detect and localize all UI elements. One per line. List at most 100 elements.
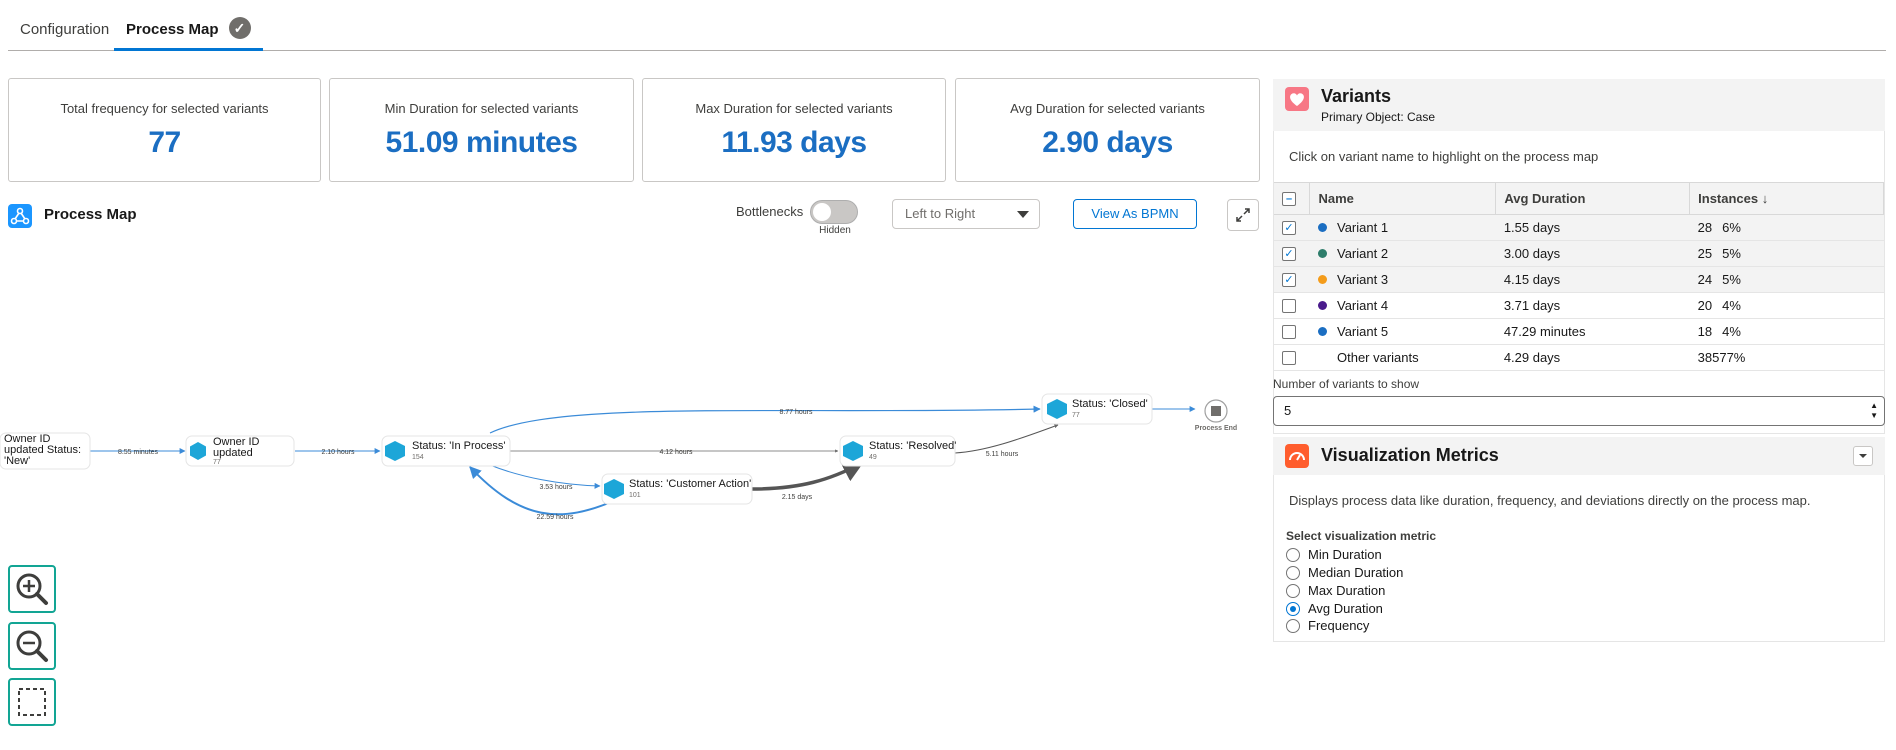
table-row[interactable]: Variant 5 47.29 minutes 18 4% xyxy=(1274,318,1884,345)
table-header-row: – Name Avg Duration Instances ↓ xyxy=(1274,182,1884,215)
radio-label: Max Duration xyxy=(1308,583,1386,598)
bottlenecks-toggle[interactable] xyxy=(810,200,858,224)
variant-name[interactable]: Variant 4 xyxy=(1336,298,1389,313)
variants-table: – Name Avg Duration Instances ↓ ✓ Varian… xyxy=(1274,182,1884,371)
edge-customer-resolved[interactable] xyxy=(751,461,864,491)
variant-name[interactable]: Variant 2 xyxy=(1336,246,1389,261)
layout-direction-select[interactable]: Left to Right xyxy=(892,199,1040,229)
num-variants-input[interactable]: 5 ▲ ▼ xyxy=(1273,396,1885,426)
variant-name[interactable]: Variant 1 xyxy=(1336,220,1389,235)
expand-button[interactable] xyxy=(1227,199,1259,231)
radio-button[interactable] xyxy=(1286,565,1300,580)
tab-configuration[interactable]: Configuration xyxy=(20,10,109,50)
node-count: 101 xyxy=(629,492,641,499)
variants-subtitle: Primary Object: Case xyxy=(1321,110,1436,124)
variant-count: 20 xyxy=(1697,298,1713,313)
radio-label: Avg Duration xyxy=(1308,601,1383,616)
fit-selection-button[interactable] xyxy=(8,678,56,726)
radio-label: Min Duration xyxy=(1308,547,1382,562)
variant-name[interactable]: Other variants xyxy=(1336,350,1419,365)
radio-min-duration[interactable]: Min Duration xyxy=(1286,546,1382,564)
heart-icon xyxy=(1285,87,1309,111)
node-label: Owner ID xyxy=(4,433,51,445)
node-label: Owner ID xyxy=(213,436,260,448)
node-start[interactable]: Owner ID updated Status: 'New' xyxy=(0,432,91,470)
column-header-name[interactable]: Name xyxy=(1309,182,1497,215)
zoom-out-button[interactable] xyxy=(8,622,56,670)
metric-label: Max Duration for selected variants xyxy=(695,101,893,116)
node-hexagon-icon xyxy=(604,479,624,499)
chevron-down-icon xyxy=(1017,211,1029,218)
row-checkbox[interactable] xyxy=(1282,351,1296,366)
row-checkbox[interactable]: ✓ xyxy=(1282,221,1296,236)
variant-count: 18 xyxy=(1697,324,1713,339)
variant-pct: 5% xyxy=(1722,272,1741,287)
table-row[interactable]: Other variants 4.29 days 38577% xyxy=(1274,344,1884,371)
node-resolved[interactable]: Status: 'Resolved' 49 xyxy=(839,435,956,467)
edge-label: 2.10 hours xyxy=(321,449,355,456)
radio-button[interactable] xyxy=(1286,601,1300,616)
node-in-process[interactable]: Status: 'In Process' 154 xyxy=(381,435,511,467)
metric-select-label: Select visualization metric xyxy=(1286,529,1437,543)
edge-inprocess-closed[interactable] xyxy=(489,405,1041,434)
check-circle-icon: ✓ xyxy=(228,17,251,40)
variant-pct: 5% xyxy=(1722,246,1741,261)
gauge-icon xyxy=(1285,444,1309,468)
node-closed[interactable]: Status: 'Closed' 77 xyxy=(1041,393,1153,425)
table-row[interactable]: Variant 4 3.71 days 20 4% xyxy=(1274,292,1884,319)
select-all-cell: – xyxy=(1274,182,1311,215)
node-customer-action[interactable]: Status: 'Customer Action' 101 xyxy=(601,473,753,505)
variant-name[interactable]: Variant 3 xyxy=(1336,272,1389,287)
process-map-icon xyxy=(8,204,32,228)
column-header-instances[interactable]: Instances ↓ xyxy=(1689,182,1884,215)
row-checkbox[interactable]: ✓ xyxy=(1282,273,1296,288)
table-row[interactable]: ✓ Variant 1 1.55 days 28 6% xyxy=(1274,214,1884,241)
edge-label: 3.53 hours xyxy=(539,484,573,491)
variant-name[interactable]: Variant 5 xyxy=(1336,324,1389,339)
radio-button[interactable] xyxy=(1286,547,1300,562)
row-checkbox[interactable] xyxy=(1282,299,1296,314)
radio-avg-duration[interactable]: Avg Duration xyxy=(1286,600,1383,618)
table-row[interactable]: ✓ Variant 2 3.00 days 25 5% xyxy=(1274,240,1884,267)
variant-avg-duration: 1.55 days xyxy=(1495,214,1690,241)
edge-resolved-closed[interactable] xyxy=(954,424,1059,454)
edge-label: 4.12 hours xyxy=(659,449,693,456)
table-row[interactable]: ✓ Variant 3 4.15 days 24 5% xyxy=(1274,266,1884,293)
radio-frequency[interactable]: Frequency xyxy=(1286,617,1369,635)
row-checkbox[interactable]: ✓ xyxy=(1282,247,1296,262)
tab-process-map[interactable]: Process Map ✓ xyxy=(114,10,263,51)
stepper-icon[interactable]: ▲ ▼ xyxy=(1870,401,1878,420)
variants-title: Variants xyxy=(1321,86,1392,106)
node-process-end[interactable]: Process End xyxy=(1195,399,1237,432)
node-label: updated Status: xyxy=(4,444,81,456)
node-count: 77 xyxy=(213,459,221,466)
select-all-checkbox[interactable]: – xyxy=(1282,192,1296,207)
edge-customer-inprocess[interactable] xyxy=(469,466,619,516)
zoom-in-icon xyxy=(16,573,48,605)
node-owner-id-updated[interactable]: Owner ID updated 77 xyxy=(185,435,295,467)
row-checkbox[interactable] xyxy=(1282,325,1296,340)
radio-median-duration[interactable]: Median Duration xyxy=(1286,564,1403,582)
metric-card-max-duration: Max Duration for selected variants 11.93… xyxy=(642,78,946,182)
metric-value: 11.93 days xyxy=(721,126,867,159)
variants-header xyxy=(1273,79,1885,131)
metric-card-avg-duration: Avg Duration for selected variants 2.90 … xyxy=(955,78,1260,182)
node-count: 49 xyxy=(869,454,877,461)
radio-button[interactable] xyxy=(1286,583,1300,598)
radio-max-duration[interactable]: Max Duration xyxy=(1286,582,1385,600)
column-header-avg-duration[interactable]: Avg Duration xyxy=(1495,182,1691,215)
variant-avg-duration: 3.00 days xyxy=(1495,240,1690,267)
node-label: Status: 'Closed' xyxy=(1072,398,1148,410)
radio-button[interactable] xyxy=(1286,618,1300,633)
variant-avg-duration: 3.71 days xyxy=(1495,292,1690,319)
zoom-in-button[interactable] xyxy=(8,565,56,613)
visualization-metrics-description: Displays process data like duration, fre… xyxy=(1289,493,1811,508)
variant-count: 385 xyxy=(1697,350,1720,365)
process-map-canvas[interactable]: 8.55 minutes 2.10 hours 8.77 hours 4.12 … xyxy=(0,385,1265,555)
variant-count: 28 xyxy=(1697,220,1713,235)
edge-inprocess-customer[interactable] xyxy=(489,464,601,489)
radio-label: Frequency xyxy=(1308,618,1370,633)
view-as-bpmn-button[interactable]: View As BPMN xyxy=(1073,199,1197,229)
collapse-button[interactable] xyxy=(1853,446,1873,466)
node-label: 'New' xyxy=(4,455,30,467)
